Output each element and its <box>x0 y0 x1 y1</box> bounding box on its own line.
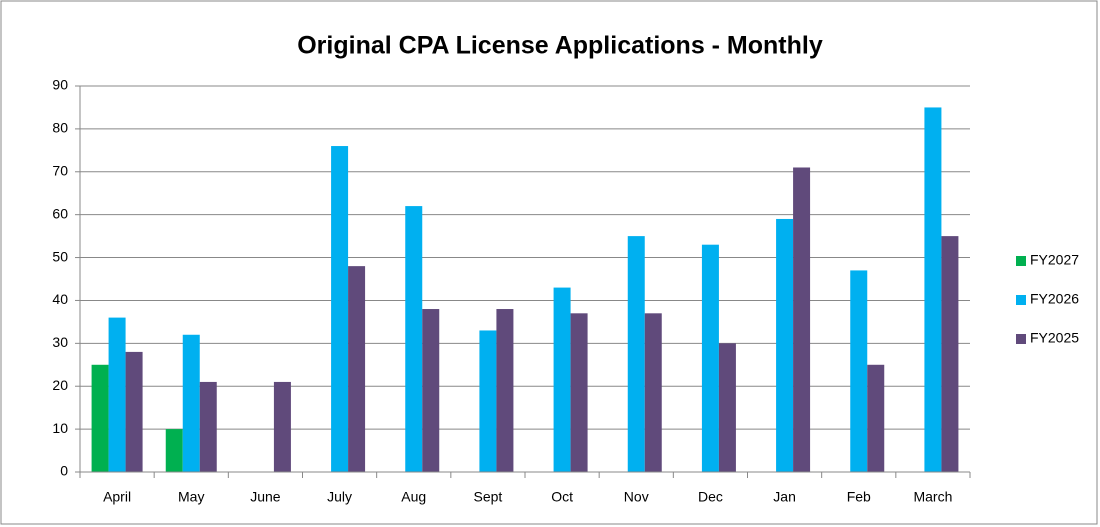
bar <box>553 287 571 472</box>
legend-swatch <box>1016 256 1026 266</box>
bar <box>479 330 497 472</box>
x-tick-label: Feb <box>847 489 871 505</box>
x-tick-label: Oct <box>551 489 573 505</box>
bar <box>108 317 126 472</box>
x-tick-label: Jan <box>773 489 796 505</box>
legend-label: FY2027 <box>1030 252 1079 268</box>
bar <box>701 244 719 472</box>
bar <box>125 351 143 472</box>
x-tick-label: Sept <box>474 489 503 505</box>
chart-title: Original CPA License Applications - Mont… <box>297 32 823 60</box>
bar <box>331 146 349 473</box>
y-tick-label: 20 <box>52 377 68 393</box>
y-tick-label: 90 <box>52 77 68 93</box>
y-tick-label: 10 <box>52 420 68 436</box>
x-tick-label: July <box>327 489 352 505</box>
bar <box>627 236 645 472</box>
x-tick-label: Aug <box>401 489 426 505</box>
bar <box>924 107 942 472</box>
bar <box>182 334 200 472</box>
x-tick-label: April <box>103 489 131 505</box>
bar <box>644 313 662 472</box>
x-tick-label: Nov <box>624 489 649 505</box>
x-tick-label: June <box>250 489 281 505</box>
y-tick-label: 30 <box>52 334 68 350</box>
bar <box>91 364 109 472</box>
y-tick-label: 60 <box>52 205 68 221</box>
legend-swatch <box>1016 334 1026 344</box>
bar <box>718 343 736 472</box>
bar <box>165 429 183 472</box>
x-tick-label: Dec <box>698 489 723 505</box>
bar <box>570 313 588 472</box>
bar <box>776 218 794 472</box>
legend-label: FY2025 <box>1030 330 1079 346</box>
y-tick-label: 70 <box>52 162 68 178</box>
y-tick-label: 40 <box>52 291 68 307</box>
legend-swatch <box>1016 295 1026 305</box>
x-tick-label: May <box>178 489 204 505</box>
bar <box>199 381 217 472</box>
bar <box>273 381 291 472</box>
y-tick-label: 80 <box>52 120 68 136</box>
bar <box>850 270 868 472</box>
x-tick-label: March <box>913 489 952 505</box>
bar <box>405 206 423 473</box>
legend-label: FY2026 <box>1030 291 1079 307</box>
y-tick-label: 50 <box>52 248 68 264</box>
bar <box>941 236 959 472</box>
y-tick-label: 0 <box>60 463 68 479</box>
bar <box>867 364 885 472</box>
bar <box>496 309 514 472</box>
bar <box>348 266 366 472</box>
bar <box>793 167 811 472</box>
bar <box>422 309 440 472</box>
